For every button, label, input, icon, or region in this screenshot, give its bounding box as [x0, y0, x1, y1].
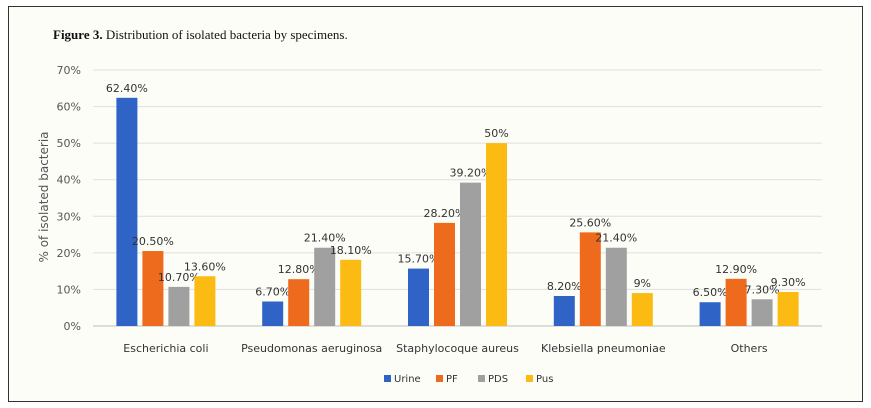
y-tick-label: 10% — [57, 283, 81, 296]
legend-swatch — [526, 375, 533, 382]
x-tick-label: Others — [731, 342, 768, 355]
bar-pus — [777, 291, 799, 326]
data-label: 9% — [634, 277, 651, 290]
bar-pus — [631, 293, 653, 326]
legend: Urine PF PDS Pus — [384, 374, 553, 385]
data-label: 10.70% — [158, 271, 200, 284]
data-label: 62.40% — [106, 82, 148, 95]
bar-pus — [194, 276, 216, 326]
data-label: 9.30% — [771, 276, 806, 289]
y-tick-label: 40% — [57, 174, 81, 187]
x-axis: Escherichia coli Pseudomonas aeruginosa St… — [123, 342, 768, 355]
bar-pf — [288, 279, 310, 326]
data-label: 8.20% — [547, 280, 582, 293]
data-label: 15.70% — [398, 253, 440, 266]
x-tick-label: Staphylocoque aureus — [396, 342, 519, 355]
y-tick-label: 30% — [57, 210, 81, 223]
y-tick-label: 0% — [64, 320, 81, 333]
figure-title: Figure 3. Distribution of isolated bacte… — [53, 27, 348, 43]
legend-swatch — [384, 375, 391, 382]
bar-pf — [579, 232, 601, 326]
bar-pf — [434, 222, 455, 326]
data-label: 21.40% — [595, 232, 637, 245]
bar-pds — [751, 299, 773, 326]
y-axis: 0% 10% 20% 30% 40% 50% 60% 70% — [57, 64, 81, 333]
legend-label: Pus — [536, 374, 553, 385]
data-label: 6.50% — [693, 286, 728, 299]
legend-swatch — [436, 375, 443, 382]
bar-urine — [262, 301, 284, 326]
bar-pds — [460, 182, 481, 326]
legend-label: PF — [446, 374, 458, 385]
x-tick-label: Escherichia coli — [123, 342, 208, 355]
bar-urine — [553, 296, 575, 326]
legend-label: Urine — [394, 374, 421, 385]
legend-label: PDS — [488, 374, 508, 385]
y-tick-label: 50% — [57, 137, 81, 150]
bar-pds — [314, 247, 336, 326]
bar-pf — [725, 278, 747, 326]
data-label: 21.40% — [304, 232, 346, 245]
legend-swatch — [478, 375, 485, 382]
y-tick-label: 70% — [57, 64, 81, 77]
data-label: 25.60% — [569, 216, 611, 229]
data-label: 12.90% — [715, 263, 757, 276]
bar-urine — [116, 97, 138, 327]
data-label: 18.10% — [330, 244, 372, 257]
x-tick-label: Pseudomonas aeruginosa — [241, 342, 382, 355]
data-label: 7.30% — [745, 283, 780, 296]
y-tick-label: 20% — [57, 247, 81, 260]
data-label: 39.20% — [450, 167, 492, 180]
figure-caption: Distribution of isolated bacteria by spe… — [105, 27, 348, 42]
data-label: 6.70% — [255, 285, 290, 298]
bar-pds — [168, 286, 190, 326]
figure-frame: Figure 3. Distribution of isolated bacte… — [8, 6, 863, 402]
bar-pus — [486, 143, 507, 326]
bar-urine — [699, 302, 721, 326]
bars: 62.40% 20.50% 10.70%13.60% 6.70% 12.80% 21.40… — [106, 82, 806, 327]
figure-label: Figure 3. — [53, 27, 103, 42]
data-label: 28.20% — [424, 207, 466, 220]
bar-pf — [142, 251, 164, 326]
bar-pds — [605, 247, 627, 326]
data-label: 13.60% — [184, 260, 226, 273]
bar-urine — [408, 268, 429, 326]
y-axis-label: % of isolated bacteria — [37, 131, 51, 262]
data-label: 20.50% — [132, 235, 174, 248]
data-label: 50% — [484, 127, 508, 140]
y-tick-label: 60% — [57, 101, 81, 114]
x-tick-label: Klebsiella pneumoniae — [541, 342, 666, 355]
data-label: 12.80% — [278, 263, 320, 276]
bar-pus — [340, 259, 362, 326]
